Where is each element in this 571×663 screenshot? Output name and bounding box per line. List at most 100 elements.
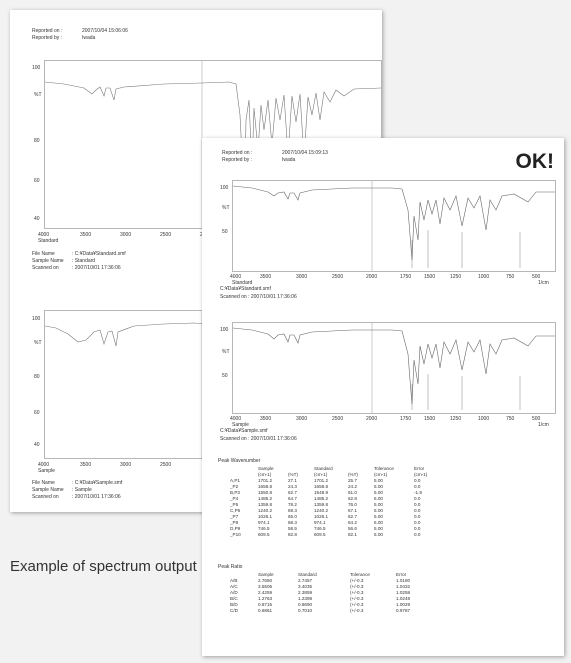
table-cell: 82.1 [348, 532, 357, 537]
table-cell: 24.2 [348, 484, 357, 489]
table-cell: 78.2 [288, 502, 297, 507]
table-cell: Error [414, 466, 425, 471]
table-cell: (%T) [288, 472, 298, 477]
reported-by-value: Iwada [82, 35, 96, 41]
x-tick: 4000 [230, 274, 242, 280]
front-report-sheet: Reported on : 2007/10/04 15:09:13 Reporte… [202, 138, 564, 656]
table-cell: Sample [258, 466, 274, 471]
table-cell: 1550.8 [258, 490, 273, 495]
table-cell: Tolerance [350, 572, 370, 577]
y-tick: 40 [34, 442, 40, 448]
table-cell: 27.1 [288, 478, 297, 483]
table-cell: _P8 [230, 520, 239, 525]
table-cell: (+/-0.3 [350, 596, 364, 601]
table-header-row: Sample Standard Tolerance Error [228, 572, 428, 578]
table-cell: C,P6 [230, 508, 241, 513]
table-cell: 5.00 [374, 526, 383, 531]
y-tick: 80 [34, 374, 40, 380]
table-cell: 5.00 [374, 514, 383, 519]
peak-ratio-title: Peak Ratio [218, 564, 243, 570]
table-cell: 1.0180 [396, 578, 411, 583]
x-tick: 2500 [160, 462, 172, 468]
table-cell: 5.00 [374, 484, 383, 489]
sample-name-label: Sample Name [32, 258, 64, 264]
reported-by-value: Iwada [282, 157, 296, 163]
table-row: _P4 1485.2 64.7 1485.2 62.8 5.00 0.0 [228, 496, 440, 502]
x-caption: Sample [232, 422, 249, 428]
table-cell: 746.5 [314, 526, 326, 531]
table-cell: 65.0 [288, 514, 297, 519]
y-tick: %T [34, 92, 42, 98]
scanned-on-value: : 2007/10/01 17:36:06 [72, 265, 121, 271]
table-cell: 609.5 [314, 532, 326, 537]
x-tick: 4000 [38, 462, 50, 468]
file-name-label: File Name [32, 480, 55, 486]
y-tick: %T [222, 349, 230, 355]
table-cell: 2.7650 [258, 578, 273, 583]
table-cell: 5.00 [374, 532, 383, 537]
table-cell: 1.0432 [396, 584, 411, 589]
table-cell: A/B [230, 578, 238, 583]
x-tick: 2000 [366, 274, 378, 280]
y-tick: 80 [34, 138, 40, 144]
x-tick: 1250 [450, 416, 462, 422]
x-tick: 2500 [332, 416, 344, 422]
reported-on-value: 2007/10/04 15:06:06 [82, 28, 128, 34]
table-cell: 609.5 [258, 532, 270, 537]
table-cell: 0.0 [414, 496, 421, 501]
table-cell: 1240.2 [314, 508, 329, 513]
table-cell: 1701.2 [258, 478, 273, 483]
table-cell: (cm-1) [414, 472, 428, 477]
x-tick: 1750 [400, 416, 412, 422]
file-name-label: File Name [32, 251, 55, 257]
table-cell: Standard [298, 572, 317, 577]
table-cell: 5.00 [374, 490, 383, 495]
table-cell: 1.0029 [396, 602, 411, 607]
sample-name-label: Sample Name [32, 487, 64, 493]
table-cell: 0.0 [414, 508, 421, 513]
table-cell: 0.6861 [258, 608, 273, 613]
y-tick: 50 [222, 229, 228, 235]
x-caption: Standard [38, 238, 59, 244]
x-tick: 1000 [478, 274, 490, 280]
table-cell: 1701.2 [314, 478, 329, 483]
x-tick: 750 [506, 416, 515, 422]
back-sample-spectrum [44, 310, 218, 459]
table-cell: 2.4259 [258, 590, 273, 595]
table-row: _P7 1026.1 65.0 1026.1 62.7 5.00 0.0 [228, 514, 440, 520]
table-row: C,P6 1240.2 69.3 1240.2 67.1 5.00 0.0 [228, 508, 440, 514]
x-tick: 3500 [260, 274, 272, 280]
y-tick: %T [222, 205, 230, 211]
table-cell: 5.00 [374, 520, 383, 525]
table-cell: 0.7010 [298, 608, 313, 613]
table-cell: 82.8 [288, 532, 297, 537]
x-caption: Sample [38, 468, 55, 474]
table-cell: 1359.8 [314, 502, 329, 507]
x-tick: 2500 [160, 232, 172, 238]
front-sample-spectrum [232, 322, 556, 414]
table-cell: (+/-0.3 [350, 590, 364, 595]
table-cell: 1485.2 [258, 496, 273, 501]
y-tick: 100 [32, 65, 41, 71]
peak-wavenumber-title: Peak Wavenumber [218, 458, 261, 464]
table-row: B/C 1.2763 1.2398 (+/-0.3 1.0248 [228, 596, 428, 602]
scanned-on: Scanned on : 2007/10/01 17:36:06 [220, 436, 297, 442]
table-cell: Tolerance [374, 466, 394, 471]
table-cell: 62.8 [348, 496, 357, 501]
table-cell: Sample [258, 572, 274, 577]
y-tick: %T [34, 340, 42, 346]
table-cell: _P5 [230, 502, 239, 507]
table-row: A/B 2.7650 2.7457 (+/-0.3 1.0180 [228, 578, 428, 584]
table-cell: 1658.8 [314, 484, 329, 489]
table-row: A/D 2.4259 2.3859 (+/-0.3 1.0258 [228, 590, 428, 596]
table-cell: (cm-1) [314, 472, 328, 477]
x-caption: Standard [232, 280, 253, 286]
table-cell: A,P1 [230, 478, 240, 483]
x-tick: 1000 [478, 416, 490, 422]
y-tick: 100 [220, 327, 229, 333]
table-cell: 974.1 [314, 520, 326, 525]
table-cell: 62.7 [288, 490, 297, 495]
table-cell: -1.9 [414, 490, 422, 495]
table-cell: 1485.2 [314, 496, 329, 501]
x-tick: 3500 [260, 416, 272, 422]
